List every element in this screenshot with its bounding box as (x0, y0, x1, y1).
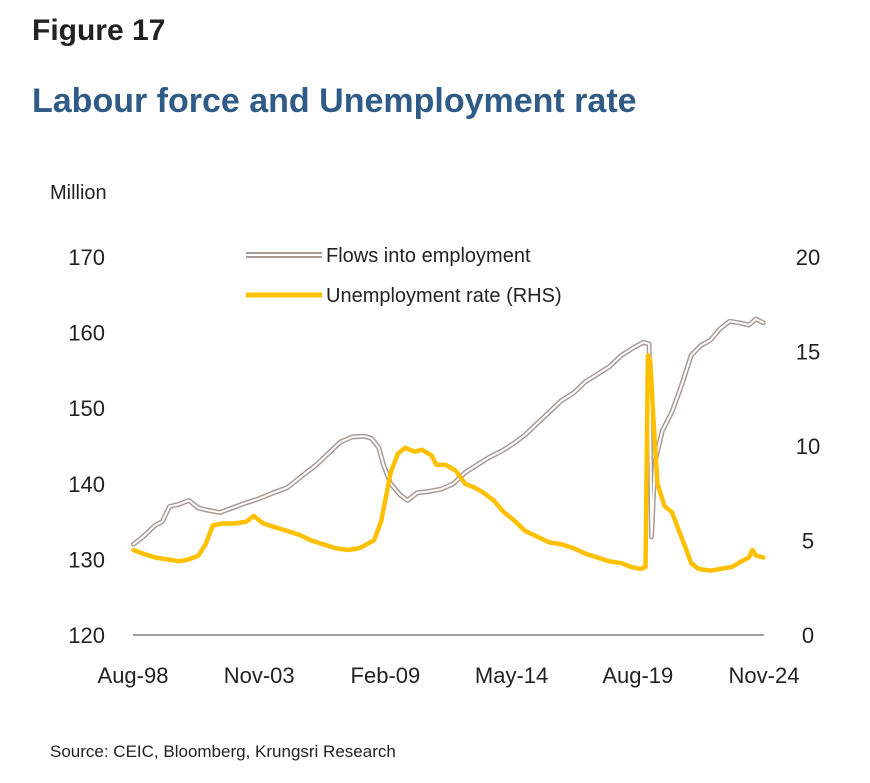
x-tick-label: May-14 (475, 663, 548, 688)
x-tick-label: Nov-24 (729, 663, 800, 688)
x-tick-label: Aug-19 (602, 663, 673, 688)
x-axis-ticks: Aug-98 Nov-03 Feb-09 May-14 Aug-19 Nov-24 (98, 663, 800, 688)
right-tick-label: 10 (796, 434, 820, 459)
chart-title: Labour force and Unemployment rate (32, 82, 637, 120)
source-note: Source: CEIC, Bloomberg, Krungsri Resear… (50, 742, 396, 761)
right-tick-label: 15 (796, 340, 820, 365)
series-layer (131, 316, 766, 573)
left-tick-label: 130 (68, 547, 105, 572)
x-tick-label: Nov-03 (224, 663, 295, 688)
right-tick-label: 5 (802, 529, 814, 554)
legend-label-flows: Flows into employment (326, 245, 531, 267)
left-axis-unit-label: Million (50, 182, 107, 204)
x-tick-label: Aug-98 (98, 663, 169, 688)
legend: Flows into employment Unemployment rate … (246, 245, 562, 307)
left-tick-label: 160 (68, 321, 105, 346)
series-line-unemployment (131, 353, 766, 573)
right-axis-ticks: 20 15 10 5 0 (796, 245, 820, 648)
left-tick-label: 140 (68, 472, 105, 497)
right-tick-label: 0 (802, 623, 814, 648)
left-tick-label: 170 (68, 245, 105, 270)
left-tick-label: 150 (68, 396, 105, 421)
figure-label: Figure 17 (32, 14, 166, 47)
right-tick-label: 20 (796, 245, 820, 270)
x-tick-label: Feb-09 (351, 663, 421, 688)
left-tick-label: 120 (68, 623, 105, 648)
legend-label-unemployment: Unemployment rate (RHS) (326, 285, 562, 307)
left-axis-ticks: 170 160 150 140 130 120 (68, 245, 105, 648)
